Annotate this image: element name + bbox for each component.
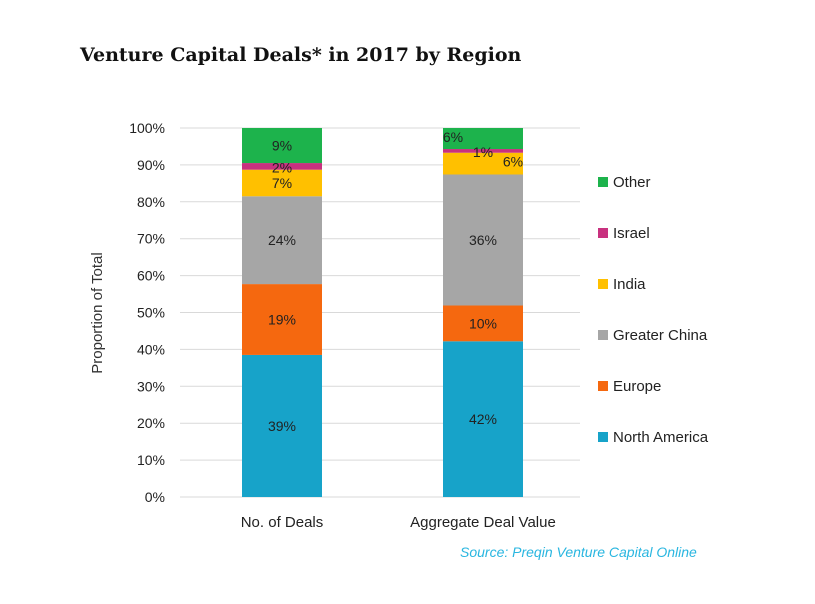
x-category-label: Aggregate Deal Value xyxy=(410,514,556,531)
segment-labels: 39% 19% 24% 7%2% 9% 42% 10% 36% 6% 1% 6% xyxy=(268,129,523,434)
bar-segment xyxy=(443,174,523,306)
segment-label: 2% xyxy=(272,159,292,175)
chart-title: Venture Capital Deals* in 2017 by Region xyxy=(80,44,522,66)
x-axis-categories: No. of Deals Aggregate Deal Value xyxy=(241,514,556,531)
legend-label: Europe xyxy=(613,378,661,395)
segment-label: 1% xyxy=(473,144,493,160)
bar-segment xyxy=(443,305,523,342)
segment-label: 24% xyxy=(268,232,296,248)
y-tick-label: 60% xyxy=(137,268,165,284)
legend: Other Israel India Greater China Europe North… xyxy=(598,174,709,446)
legend-label: Other xyxy=(613,174,651,191)
y-tick-label: 70% xyxy=(137,231,165,247)
legend-swatch xyxy=(598,177,608,187)
y-tick-label: 10% xyxy=(137,452,165,468)
source-note: Source: Preqin Venture Capital Online xyxy=(460,544,697,560)
x-category-label: No. of Deals xyxy=(241,514,324,531)
legend-label: Israel xyxy=(613,225,650,242)
legend-label: India xyxy=(613,276,646,293)
legend-swatch xyxy=(598,381,608,391)
segment-label: 39% xyxy=(268,418,296,434)
legend-swatch xyxy=(598,228,608,238)
bar-segment xyxy=(443,149,523,153)
legend-swatch xyxy=(598,432,608,442)
y-tick-label: 0% xyxy=(145,489,165,505)
segment-label: 6% xyxy=(443,129,463,145)
legend-label: Greater China xyxy=(613,327,708,344)
bar-segment xyxy=(242,163,322,170)
y-tick-label: 20% xyxy=(137,415,165,431)
bar-segment xyxy=(242,196,322,285)
segment-label: 6% xyxy=(503,154,523,170)
y-tick-label: 90% xyxy=(137,157,165,173)
segment-label: 9% xyxy=(272,138,292,154)
segment-label: 7% xyxy=(272,175,292,191)
bar-segment xyxy=(242,128,322,164)
y-tick-label: 100% xyxy=(129,120,165,136)
y-tick-label: 30% xyxy=(137,378,165,394)
legend-swatch xyxy=(598,330,608,340)
y-tick-label: 80% xyxy=(137,194,165,210)
bar-segment xyxy=(443,152,523,175)
y-tick-label: 50% xyxy=(137,305,165,321)
y-axis-label: Proportion of Total xyxy=(89,252,106,373)
bar-segment xyxy=(242,354,322,497)
segment-label: 36% xyxy=(469,232,497,248)
bar-segment xyxy=(443,128,523,150)
segment-label: 42% xyxy=(469,411,497,427)
segment-label: 10% xyxy=(469,315,497,331)
bar-segment xyxy=(242,169,322,197)
bars xyxy=(242,128,523,497)
bar-segment xyxy=(242,284,322,355)
legend-label: North America xyxy=(613,429,709,446)
bar-segment xyxy=(443,341,523,497)
segment-label: 19% xyxy=(268,312,296,328)
legend-swatch xyxy=(598,279,608,289)
y-axis-ticks: 0% 10% 20% 30% 40% 50% 60% 70% 80% 90% 100% xyxy=(129,120,165,505)
y-tick-label: 40% xyxy=(137,341,165,357)
